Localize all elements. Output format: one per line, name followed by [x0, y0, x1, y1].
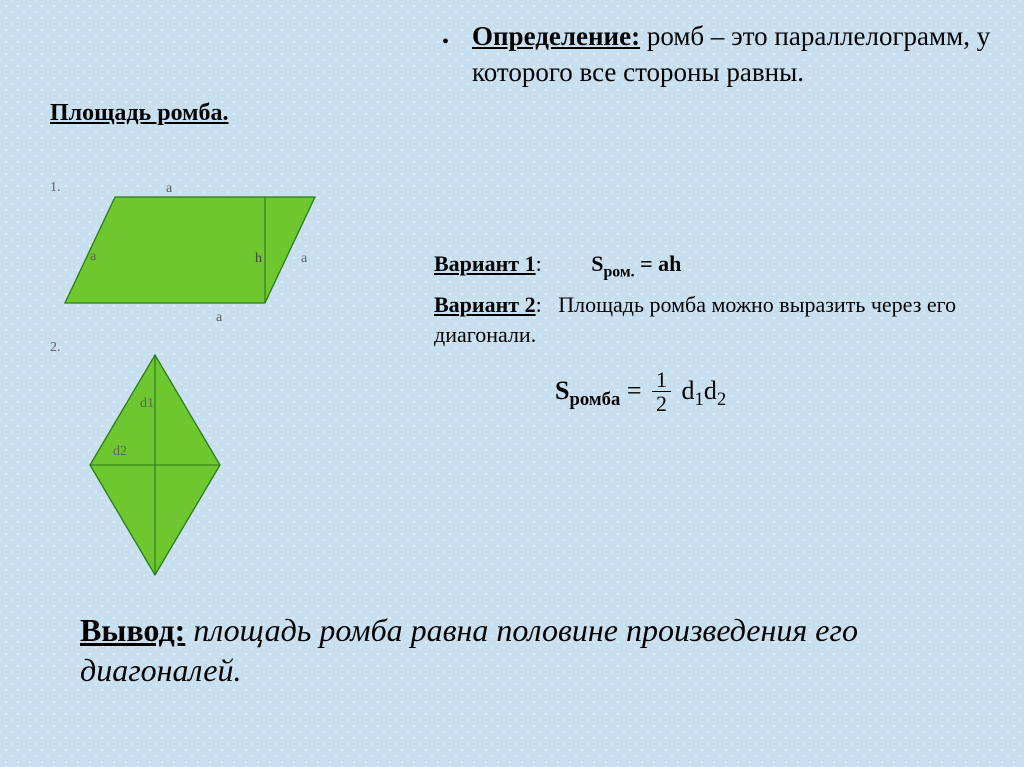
formula-d1: d1	[681, 376, 703, 405]
conclusion-body: площадь ромба равна половине произведени…	[80, 612, 858, 688]
variant-1-line: Вариант 1: SSром.ром. = ah	[434, 251, 681, 281]
definition-label: Определение:	[472, 21, 640, 51]
fig1-label-a-top: а	[166, 181, 172, 197]
variant-2-label: Вариант 2	[434, 292, 536, 317]
section-title: Площадь ромба.	[50, 100, 228, 127]
variant-2-block: Вариант 2: Площадь ромба можно выразить …	[434, 290, 994, 349]
fig1-label-a-left: а	[90, 249, 96, 265]
definition-text: Определение: ромб – это параллелограмм, …	[472, 18, 992, 91]
variant-1-formula: SSром.ром. = ah	[591, 251, 681, 276]
formula-eq: =	[620, 376, 648, 405]
rhombus-1-shape	[65, 197, 315, 303]
figure-2-number: 2.	[50, 340, 61, 356]
bullet: •	[442, 32, 449, 52]
conclusion-text: Вывод: площадь ромба равна половине прои…	[80, 610, 960, 690]
formula-fraction: 12	[652, 368, 671, 415]
fig1-label-a-bottom: а	[216, 310, 222, 326]
figure-2-rhombus	[80, 350, 250, 580]
variant-1-colon: :	[536, 251, 542, 276]
fig1-label-h: h	[255, 251, 262, 267]
formula-diagonals: Sромба = 12 d1d2	[555, 368, 726, 415]
fig2-label-d2: d2	[113, 444, 127, 460]
variant-1-label: Вариант 1	[434, 251, 536, 276]
variant-2-colon: :	[536, 292, 542, 317]
formula-s: S	[555, 376, 569, 405]
s-rom: SSром.ром.	[591, 251, 634, 276]
fig2-label-d1: d1	[140, 396, 154, 412]
formula-d2: d2	[704, 376, 726, 405]
fig1-label-a-right: а	[301, 251, 307, 267]
formula-s-sub: ромба	[569, 389, 620, 410]
conclusion-label: Вывод:	[80, 612, 185, 648]
